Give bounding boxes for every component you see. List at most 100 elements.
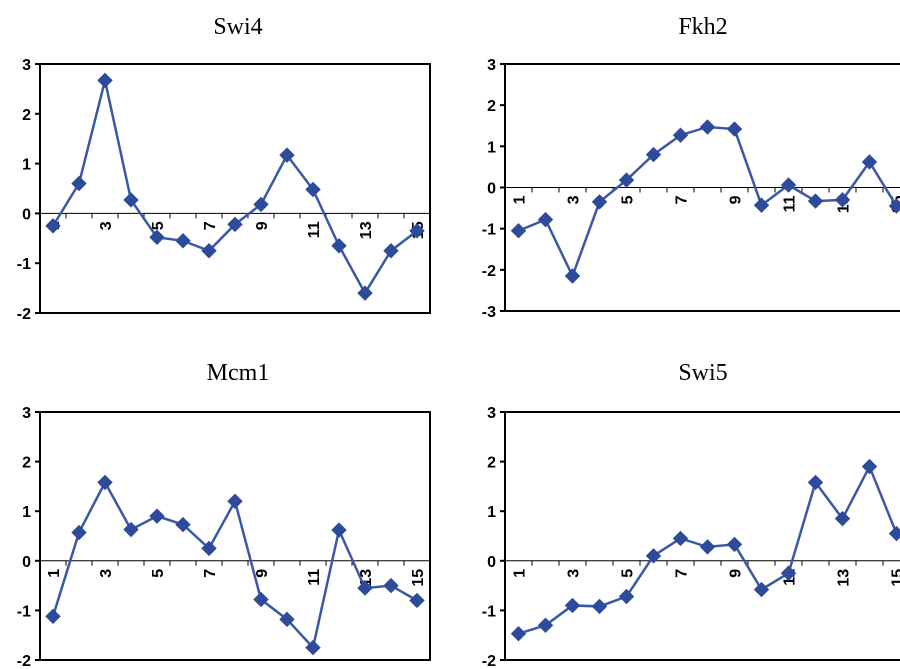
data-point	[123, 521, 139, 538]
data-point	[149, 508, 165, 524]
data-point	[672, 127, 689, 143]
y-tick-label: -2	[482, 653, 496, 669]
y-tick-label: 2	[487, 98, 496, 115]
data-point	[537, 211, 554, 228]
y-tick-label: 0	[487, 554, 496, 571]
y-tick-label: 0	[22, 206, 31, 223]
data-point	[591, 598, 608, 615]
data-point	[201, 243, 217, 259]
x-tick-label: 15	[410, 569, 427, 587]
data-point	[645, 548, 662, 564]
data-point	[834, 192, 851, 208]
data-point	[279, 611, 295, 628]
x-tick-label: 1	[512, 569, 529, 578]
y-tick-label: -2	[482, 263, 496, 280]
x-tick-label: 9	[728, 569, 745, 578]
plot-frame	[504, 411, 900, 661]
data-point	[564, 597, 581, 614]
data-point	[383, 577, 399, 594]
y-tick-label: 1	[487, 139, 496, 156]
data-point	[726, 536, 743, 553]
y-tick-label: 3	[22, 405, 31, 422]
y-tick-label: -1	[17, 256, 31, 273]
data-point	[618, 172, 635, 188]
x-tick-label: 3	[566, 195, 583, 204]
data-point	[807, 193, 824, 209]
y-tick-label: 1	[22, 157, 31, 174]
data-point	[753, 197, 770, 213]
x-tick-label: 5	[150, 221, 167, 230]
plot-frame	[39, 63, 431, 314]
x-tick-label: 11	[306, 569, 323, 586]
data-point	[618, 588, 635, 605]
y-tick-label: 0	[487, 181, 496, 198]
chart-title-swi4: Swi4	[213, 14, 263, 40]
chart-title-mcm1: Mcm1	[206, 360, 270, 386]
chart-title-fkh2: Fkh2	[678, 14, 728, 40]
data-point	[357, 285, 373, 301]
data-point	[175, 516, 191, 533]
data-point	[780, 177, 797, 193]
y-tick-label: 3	[487, 57, 496, 74]
y-tick-label: 3	[22, 57, 31, 74]
data-point	[253, 196, 269, 213]
data-point	[331, 522, 347, 538]
data-point	[201, 540, 217, 557]
data-point	[807, 474, 824, 491]
data-point	[510, 223, 527, 239]
data-point	[699, 539, 716, 555]
data-point	[45, 218, 61, 234]
x-tick-label: 7	[674, 195, 691, 204]
x-tick-label: 7	[674, 569, 691, 578]
data-point	[305, 181, 321, 198]
x-tick-label: 9	[728, 195, 745, 204]
data-point	[279, 147, 295, 163]
y-tick-label: 2	[487, 455, 496, 472]
data-point	[97, 72, 113, 89]
y-tick-label: -1	[17, 603, 31, 620]
x-tick-label: 15	[890, 569, 900, 587]
y-tick-label: 1	[22, 504, 31, 521]
data-point	[175, 233, 191, 249]
x-tick-label: 7	[202, 569, 219, 578]
x-tick-label: 3	[98, 221, 115, 230]
data-point	[888, 198, 900, 214]
data-point	[672, 530, 689, 547]
data-point	[780, 565, 797, 581]
data-point	[227, 493, 243, 509]
data-point	[357, 580, 373, 596]
x-tick-label: 9	[254, 569, 271, 578]
x-tick-label: 7	[202, 221, 219, 230]
x-tick-label: 3	[98, 569, 115, 578]
data-point	[834, 510, 851, 527]
data-point	[331, 238, 347, 254]
plot-frame	[39, 411, 431, 661]
y-tick-label: -2	[17, 306, 31, 323]
data-point	[97, 474, 113, 491]
x-tick-label: 5	[150, 569, 167, 578]
y-tick-label: 0	[22, 554, 31, 571]
data-point	[591, 194, 608, 210]
data-point	[149, 229, 165, 246]
x-tick-label: 5	[620, 569, 637, 578]
data-point	[726, 121, 743, 137]
data-point	[383, 243, 399, 259]
data-point	[510, 626, 527, 642]
data-point	[123, 192, 139, 208]
chart-title-swi5: Swi5	[678, 360, 728, 386]
x-tick-label: 5	[620, 195, 637, 204]
data-point	[409, 223, 425, 239]
data-point	[753, 581, 770, 598]
data-point	[564, 268, 581, 284]
data-point	[305, 639, 321, 656]
data-point	[253, 591, 269, 608]
y-tick-label: 3	[487, 405, 496, 422]
series-line	[51, 80, 418, 296]
y-tick-label: -1	[482, 222, 496, 239]
data-point	[888, 525, 900, 542]
x-tick-label: 13	[358, 221, 375, 239]
x-tick-label: 13	[836, 569, 853, 587]
x-tick-label: 1	[46, 569, 63, 578]
x-tick-label: 1	[512, 195, 529, 204]
